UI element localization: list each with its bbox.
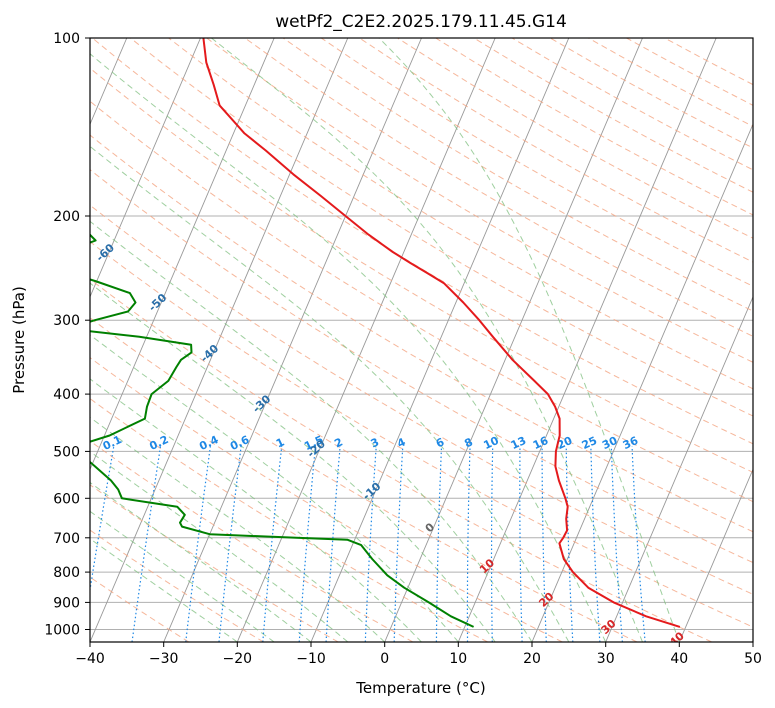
dry-adiabat (90, 204, 753, 595)
background-lines (90, 38, 753, 642)
y-tick-label: 500 (53, 444, 80, 460)
x-tick-label: −40 (75, 651, 105, 667)
moist-adiabat (378, 38, 680, 642)
isotherm-line (236, 38, 496, 642)
mixing-ratio-line (262, 446, 283, 642)
mixing-ratio-label: 16 (531, 434, 551, 452)
axis-ticks: −40 −30 −20 −10 0 10 20 30 40 50 100 200 300 400 500 60… (44, 31, 762, 667)
temperature-line (202, 38, 681, 628)
moist-adiabat (90, 145, 570, 642)
dry-adiabat (90, 278, 712, 642)
isotherm-line (678, 468, 753, 642)
dry-adiabat (90, 357, 563, 642)
moist-adiabat (90, 416, 386, 642)
x-tick-label: 10 (449, 651, 467, 667)
x-tick-label: 20 (523, 651, 541, 667)
moist-adiabat (90, 282, 496, 642)
dry-adiabat (90, 100, 753, 503)
profile-series (90, 38, 681, 628)
isotherm-line (605, 295, 753, 642)
mixing-ratio-label: 13 (509, 434, 528, 452)
x-tick-label: 30 (597, 651, 615, 667)
x-tick-label: 0 (380, 651, 389, 667)
isotherm-line (90, 38, 349, 642)
moist-adiabat (90, 53, 607, 642)
mixing-ratio-line (90, 446, 115, 594)
dry-adiabat (90, 241, 753, 628)
dry-adiabat (91, 38, 753, 445)
mixing-ratio-line (185, 446, 211, 642)
mixing-ratio-line (131, 446, 162, 642)
mixing-ratio-line (631, 446, 646, 642)
mixing-ratio-label: 36 (621, 434, 641, 452)
x-tick-label: 50 (744, 651, 762, 667)
y-tick-label: 300 (53, 313, 80, 329)
dry-adiabat (130, 38, 753, 417)
x-tick-label: −10 (296, 651, 326, 667)
isotherm-line (90, 38, 275, 471)
dry-adiabat (90, 529, 264, 642)
moist-adiabat (90, 220, 533, 642)
y-tick-label: 700 (53, 531, 80, 547)
isotherm-line (457, 38, 717, 642)
isotherm-line (163, 38, 422, 642)
y-tick-label: 200 (53, 209, 80, 225)
plot-background (90, 38, 753, 642)
mixing-ratio-label: 10 (482, 434, 502, 452)
moist-adiabat (90, 378, 422, 642)
dry-adiabat (90, 169, 753, 564)
mixing-ratio-label: 30 (600, 434, 620, 452)
y-tick-label: 100 (53, 31, 80, 47)
isotherm-line (531, 123, 753, 642)
dry-adiabat (90, 317, 638, 642)
dry-adiabat (168, 38, 753, 390)
dry-adiabat (244, 38, 753, 337)
dry-adiabat (90, 134, 753, 533)
moist-adiabat (211, 38, 643, 642)
isotherm-line (384, 38, 643, 642)
mixing-ratio-line (218, 446, 242, 642)
y-tick-label: 1000 (44, 623, 80, 639)
isotherm-line (752, 640, 753, 642)
y-tick-label: 400 (53, 387, 80, 403)
dry-adiabat (90, 484, 339, 642)
mixing-ratio-label: 25 (580, 434, 599, 452)
chart-title: wetPf2_C2E2.2025.179.11.45.G14 (275, 12, 567, 32)
y-tick-label: 900 (53, 595, 80, 611)
dewpoint-line (90, 233, 475, 628)
y-tick-label: 600 (53, 491, 80, 507)
moist-adiabat (90, 334, 459, 642)
x-axis-label: Temperature (°C) (355, 679, 485, 697)
moist-adiabat (90, 481, 312, 642)
isotherm-label: -80 (0, 151, 8, 174)
y-tick-label: 800 (53, 565, 80, 581)
x-tick-label: −20 (223, 651, 253, 667)
plot-frame (89, 37, 754, 643)
moist-adiabat (90, 450, 349, 642)
x-tick-label: 40 (670, 651, 688, 667)
dry-adiabat (282, 38, 753, 312)
isotherm-line (90, 38, 201, 299)
y-axis-label: Pressure (hPa) (10, 286, 28, 394)
x-tick-label: −30 (149, 651, 179, 667)
